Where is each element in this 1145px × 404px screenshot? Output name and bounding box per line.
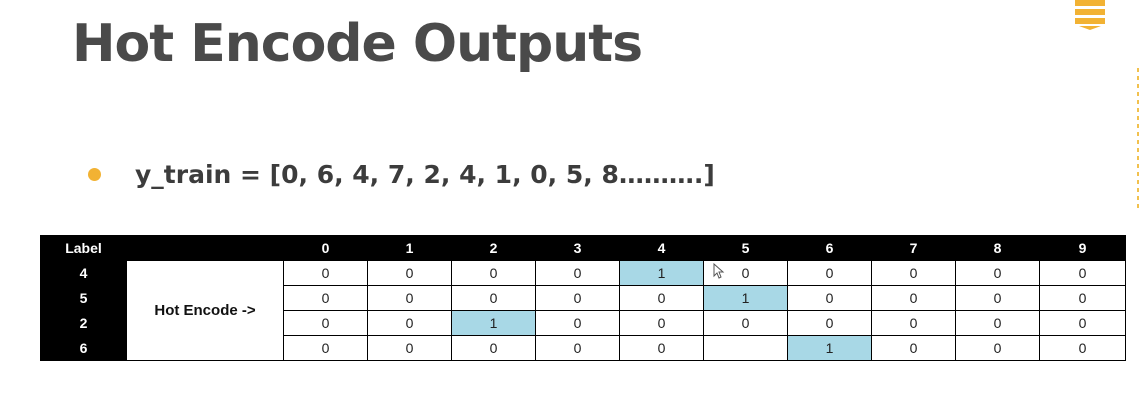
header-col: 8 xyxy=(955,235,1040,261)
table-cell: 0 xyxy=(283,335,368,361)
bullet-dot-icon xyxy=(88,168,101,181)
header-col: 5 xyxy=(703,235,788,261)
table-cell: 0 xyxy=(367,260,452,286)
slide-title: Hot Encode Outputs xyxy=(72,14,643,74)
table-cell: 0 xyxy=(451,260,536,286)
table-cell: 0 xyxy=(283,285,368,311)
table-cell: 0 xyxy=(619,285,704,311)
header-blank xyxy=(126,235,284,261)
hot-cell: 1 xyxy=(703,285,788,311)
mouse-cursor-icon xyxy=(713,263,725,279)
table-cell: 0 xyxy=(367,285,452,311)
table-cell: 0 xyxy=(787,260,872,286)
row-label: 4 xyxy=(40,260,127,286)
table-cell: 0 xyxy=(535,310,620,336)
logo-icon xyxy=(1075,0,1105,30)
header-label: Label xyxy=(40,235,127,261)
table-cell: 0 xyxy=(955,285,1040,311)
hot-encode-table: Label 0 1 2 3 4 5 6 7 8 9 4 Hot Encode ->… xyxy=(40,235,1126,361)
table-cell: 0 xyxy=(367,310,452,336)
table-cell: 0 xyxy=(535,335,620,361)
hot-cell: 1 xyxy=(451,310,536,336)
table-cell: 0 xyxy=(283,310,368,336)
y-train-text: y_train = [0, 6, 4, 7, 2, 4, 1, 0, 5, 8…… xyxy=(135,160,715,189)
table-cell: 0 xyxy=(787,310,872,336)
table-cell: 0 xyxy=(871,335,956,361)
header-col: 7 xyxy=(871,235,956,261)
table-cell: 0 xyxy=(871,310,956,336)
table-cell: 0 xyxy=(955,310,1040,336)
table-cell: 0 xyxy=(535,260,620,286)
header-col: 4 xyxy=(619,235,704,261)
table-cell: 0 xyxy=(1039,335,1126,361)
table-cell: 0 xyxy=(283,260,368,286)
table-cell: 0 xyxy=(1039,285,1126,311)
table-header-row: Label 0 1 2 3 4 5 6 7 8 9 xyxy=(40,235,1126,261)
table-cell xyxy=(703,335,788,361)
table-cell: 0 xyxy=(619,335,704,361)
header-col: 0 xyxy=(283,235,368,261)
table-cell: 0 xyxy=(367,335,452,361)
row-label: 5 xyxy=(40,285,127,311)
table-cell: 0 xyxy=(619,310,704,336)
table-cell: 0 xyxy=(787,285,872,311)
decorative-dotted-line xyxy=(1137,68,1139,208)
table-cell: 0 xyxy=(535,285,620,311)
table-cell: 0 xyxy=(871,285,956,311)
table-cell: 0 xyxy=(871,260,956,286)
hot-cell: 1 xyxy=(787,335,872,361)
bullet-item: y_train = [0, 6, 4, 7, 2, 4, 1, 0, 5, 8…… xyxy=(88,160,715,189)
header-col: 3 xyxy=(535,235,620,261)
header-col: 2 xyxy=(451,235,536,261)
header-col: 1 xyxy=(367,235,452,261)
table-cell: 0 xyxy=(703,310,788,336)
table-cell: 0 xyxy=(451,285,536,311)
row-label: 2 xyxy=(40,310,127,336)
hot-cell: 1 xyxy=(619,260,704,286)
table-cell: 0 xyxy=(1039,310,1126,336)
table-cell: 0 xyxy=(1039,260,1126,286)
header-col: 6 xyxy=(787,235,872,261)
table-row: 4 Hot Encode -> 0 0 0 0 1 0 0 0 0 0 xyxy=(40,260,1126,361)
header-col: 9 xyxy=(1039,235,1126,261)
row-label: 6 xyxy=(40,335,127,361)
hot-encode-label: Hot Encode -> xyxy=(126,260,284,361)
table-cell: 0 xyxy=(955,260,1040,286)
table-cell: 0 xyxy=(451,335,536,361)
table-cell: 0 xyxy=(955,335,1040,361)
